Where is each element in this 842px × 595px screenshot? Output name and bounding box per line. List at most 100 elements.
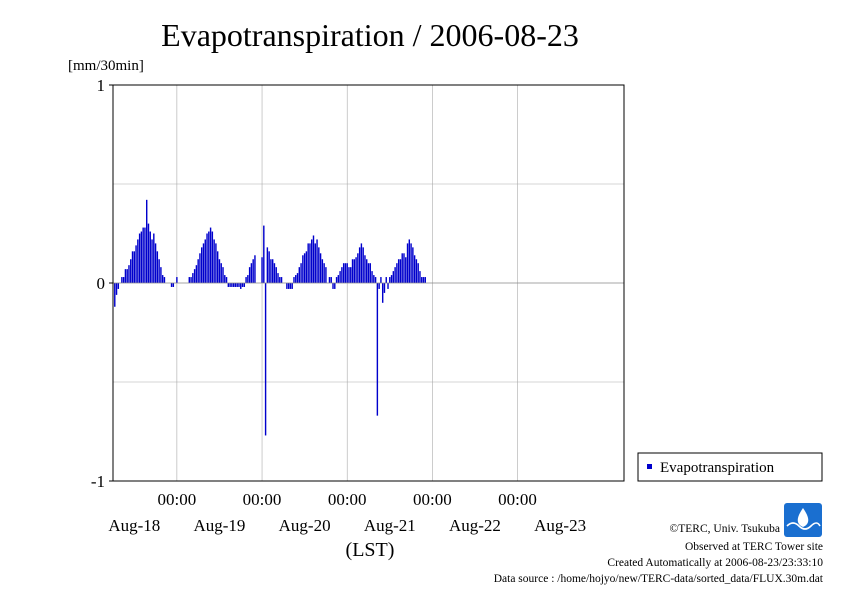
bar: [385, 277, 387, 283]
bar: [215, 243, 217, 283]
bar: [424, 277, 426, 283]
bar: [337, 275, 340, 283]
bar: [153, 233, 155, 283]
bar: [172, 283, 175, 287]
x-axis-label: (LST): [346, 539, 395, 561]
bar: [413, 255, 416, 283]
bar: [397, 259, 400, 283]
bar: [195, 265, 198, 283]
bar: [204, 239, 206, 283]
bar: [417, 263, 419, 283]
bar: [367, 263, 370, 283]
bar: [147, 223, 150, 283]
bar: [275, 267, 277, 283]
footer-source: Data source : /home/hojyo/new/TERC-data/…: [494, 573, 824, 585]
bar: [254, 255, 256, 283]
bar: [387, 283, 389, 289]
bar: [369, 263, 371, 283]
bar: [201, 247, 203, 283]
bar: [344, 263, 347, 283]
bar: [232, 283, 235, 287]
bar: [332, 283, 334, 289]
legend: Evapotranspiration: [637, 452, 823, 482]
y-tick-label: 0: [97, 274, 106, 293]
bar: [289, 283, 292, 289]
bar: [311, 239, 313, 283]
bar: [307, 243, 309, 283]
bar: [396, 263, 398, 283]
bar: [389, 277, 391, 283]
legend-box: [637, 452, 823, 482]
legend-swatch: [647, 464, 652, 469]
bar: [117, 283, 120, 289]
bar: [373, 275, 375, 283]
bar: [206, 233, 208, 283]
bar: [216, 251, 219, 283]
bar: [231, 283, 233, 287]
bar: [341, 267, 343, 283]
bar: [273, 263, 276, 283]
bar: [392, 271, 395, 283]
bar: [188, 277, 191, 283]
bar: [328, 277, 331, 283]
bar: [135, 245, 137, 283]
bar: [287, 283, 290, 289]
water-drop-icon: [797, 508, 809, 527]
bar: [193, 269, 196, 283]
y-tick-label: 1: [97, 76, 106, 95]
terc-logo: [784, 503, 822, 537]
bar: [383, 283, 386, 293]
bar: [192, 273, 194, 283]
bar: [286, 283, 288, 289]
bar: [209, 227, 212, 283]
x-tick-label: 00:00: [498, 490, 537, 509]
bar: [158, 259, 160, 283]
bar: [353, 259, 356, 283]
bar: [419, 271, 421, 283]
bar: [263, 225, 265, 283]
bar: [412, 247, 414, 283]
bar: [357, 253, 359, 283]
chart-title: Evapotranspiration / 2006-08-23: [161, 17, 579, 53]
wave-icon: [786, 522, 821, 530]
bar: [316, 239, 318, 283]
bar: [124, 269, 127, 283]
x-tick-label: 00:00: [243, 490, 282, 509]
footer-created: Created Automatically at 2006-08-23/23:3…: [607, 557, 823, 569]
bar: [218, 259, 221, 283]
bar: [234, 283, 237, 287]
bar: [208, 231, 210, 283]
y-axis-unit-label: [mm/30min]: [68, 58, 144, 74]
bar: [360, 243, 363, 283]
bar: [399, 259, 402, 283]
bar: [225, 277, 228, 283]
bar: [146, 199, 148, 283]
bar: [293, 277, 295, 283]
bar: [334, 283, 336, 289]
bar: [362, 247, 364, 283]
bar: [261, 257, 263, 283]
bar: [138, 233, 141, 283]
bar: [224, 275, 226, 283]
bar: [122, 277, 125, 283]
bar: [190, 277, 192, 283]
bar: [243, 283, 246, 287]
x-tick-label: 00:00: [158, 490, 197, 509]
bar: [348, 267, 350, 283]
bar: [376, 283, 379, 416]
bar: [137, 239, 139, 283]
bar: [300, 263, 302, 283]
date-label: Aug-23: [534, 516, 586, 535]
bar: [295, 275, 297, 283]
bar: [199, 253, 201, 283]
bar: [238, 283, 240, 287]
bar: [270, 259, 272, 283]
bar: [130, 259, 132, 283]
bar: [248, 267, 251, 283]
bar: [279, 277, 281, 283]
bar: [406, 243, 409, 283]
bar: [240, 283, 242, 289]
bar: [342, 263, 345, 283]
bar: [355, 257, 357, 283]
bar: [380, 277, 382, 283]
